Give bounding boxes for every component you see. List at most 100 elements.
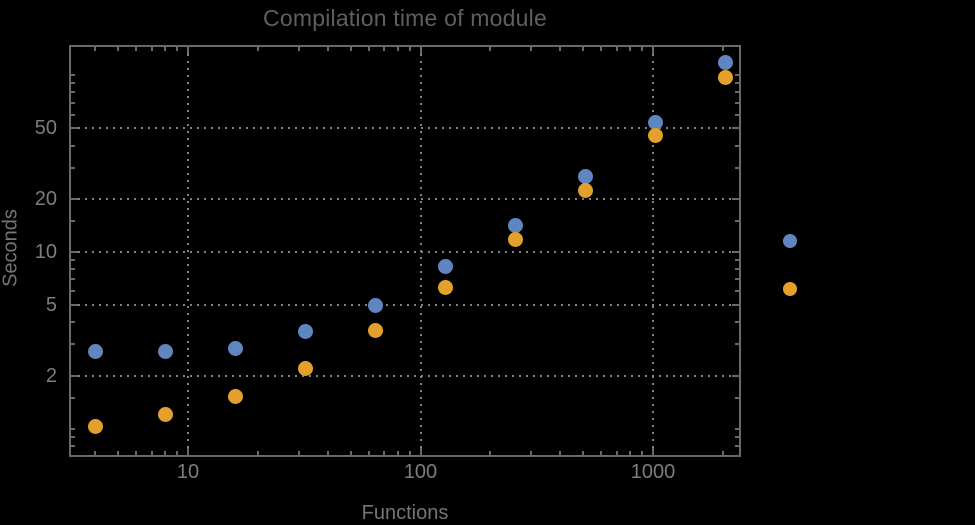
tick-x-bottom-minor-400 bbox=[559, 451, 562, 455]
data-point-series-2-orange-x256 bbox=[507, 232, 523, 248]
tick-y-right-minor-7 bbox=[735, 278, 739, 281]
tick-y-left-minor-60 bbox=[71, 113, 75, 116]
tick-y-right-2 bbox=[732, 374, 739, 377]
tick-y-left-minor-90 bbox=[71, 82, 75, 85]
tick-x-top-minor-400 bbox=[559, 47, 562, 51]
tick-y-right-minor-1 bbox=[735, 427, 739, 430]
tick-x-bottom-minor-500 bbox=[582, 451, 584, 455]
tick-x-bottom-1000 bbox=[652, 448, 654, 455]
tick-y-right-minor-1.5 bbox=[735, 396, 739, 399]
y-axis-label: Seconds bbox=[0, 209, 22, 287]
tick-x-top-minor-6 bbox=[135, 47, 138, 51]
tick-x-top-minor-2000 bbox=[721, 47, 724, 51]
tick-y-left-minor-70 bbox=[71, 101, 75, 104]
data-point-series-2-orange-x512 bbox=[577, 182, 593, 198]
tick-y-left-minor-1.5 bbox=[71, 396, 75, 399]
data-point-series-2-orange-x128 bbox=[437, 280, 453, 296]
tick-y-left-10 bbox=[71, 251, 78, 253]
tick-y-left-20 bbox=[71, 197, 78, 200]
tick-x-top-minor-40 bbox=[326, 47, 329, 51]
grid-line-x-1000 bbox=[652, 47, 654, 455]
tick-y-right-minor-0.8 bbox=[735, 444, 739, 447]
tick-y-left-minor-7 bbox=[71, 278, 75, 281]
tick-y-left-minor-40 bbox=[71, 144, 75, 147]
tick-y-right-minor-70 bbox=[735, 101, 739, 104]
tick-x-top-minor-9 bbox=[176, 47, 179, 51]
tick-y-right-minor-60 bbox=[735, 113, 739, 116]
data-point-series-1-blue-x256 bbox=[507, 218, 523, 234]
tick-x-bottom-minor-9 bbox=[176, 451, 179, 455]
x-tick-label-1000: 1000 bbox=[630, 461, 676, 483]
tick-x-bottom-minor-70 bbox=[383, 451, 386, 455]
grid-line-y-50 bbox=[71, 127, 739, 130]
tick-x-bottom-minor-6 bbox=[135, 451, 138, 455]
tick-x-top-1000 bbox=[652, 47, 654, 54]
data-point-series-2-orange-x16 bbox=[227, 388, 243, 404]
data-point-series-1-blue-x512 bbox=[577, 168, 593, 184]
tick-x-bottom-100 bbox=[419, 448, 422, 455]
x-axis-label: Functions bbox=[361, 502, 449, 524]
tick-x-top-minor-80 bbox=[396, 47, 399, 51]
data-point-series-2-orange-x2048 bbox=[717, 70, 733, 86]
tick-y-right-minor-40 bbox=[735, 144, 739, 147]
tick-x-bottom-minor-8 bbox=[164, 451, 167, 455]
tick-x-bottom-minor-40 bbox=[326, 451, 329, 455]
y-tick-label-2: 2 bbox=[45, 364, 57, 387]
tick-x-top-100 bbox=[419, 47, 422, 54]
tick-y-left-minor-0.9 bbox=[71, 435, 75, 438]
tick-x-top-minor-900 bbox=[641, 47, 644, 51]
tick-x-top-minor-200 bbox=[489, 47, 492, 51]
y-tick-label-10: 10 bbox=[34, 241, 57, 263]
tick-y-right-10 bbox=[732, 251, 739, 253]
legend-marker-series-2 bbox=[783, 282, 797, 296]
tick-x-top-minor-60 bbox=[367, 47, 370, 51]
tick-y-right-minor-90 bbox=[735, 82, 739, 85]
grid-line-x-100 bbox=[419, 47, 422, 455]
data-point-series-2-orange-x1024 bbox=[647, 128, 663, 144]
tick-x-top-minor-5 bbox=[117, 47, 119, 51]
grid-line-y-10 bbox=[71, 251, 739, 253]
data-point-series-1-blue-x64 bbox=[367, 297, 383, 313]
tick-x-bottom-minor-90 bbox=[408, 451, 411, 455]
y-tick-label-20: 20 bbox=[34, 187, 57, 210]
tick-y-right-minor-4 bbox=[735, 321, 739, 324]
plot-frame bbox=[69, 45, 741, 457]
data-point-series-1-blue-x16 bbox=[227, 340, 243, 356]
tick-y-right-minor-0.9 bbox=[735, 435, 739, 438]
tick-x-bottom-minor-4 bbox=[94, 451, 97, 455]
tick-x-top-minor-800 bbox=[629, 47, 632, 51]
grid-line-y-5 bbox=[71, 304, 739, 307]
data-point-series-2-orange-x4 bbox=[87, 418, 103, 434]
tick-x-top-minor-70 bbox=[383, 47, 386, 51]
tick-y-right-minor-30 bbox=[735, 166, 739, 169]
tick-y-right-minor-6 bbox=[735, 290, 739, 293]
tick-y-right-50 bbox=[732, 127, 739, 130]
tick-x-bottom-minor-800 bbox=[629, 451, 632, 455]
data-point-series-1-blue-x128 bbox=[437, 258, 453, 274]
tick-x-top-minor-30 bbox=[297, 47, 300, 51]
tick-y-left-minor-1 bbox=[71, 427, 75, 430]
tick-y-right-20 bbox=[732, 197, 739, 200]
tick-y-right-minor-80 bbox=[735, 91, 739, 94]
tick-x-top-minor-300 bbox=[530, 47, 533, 51]
tick-x-top-minor-600 bbox=[600, 47, 603, 51]
tick-y-right-minor-15 bbox=[735, 219, 739, 222]
tick-y-right-minor-3 bbox=[735, 343, 739, 346]
legend-marker-series-1 bbox=[783, 234, 797, 248]
tick-x-top-minor-4 bbox=[94, 47, 97, 51]
data-point-series-1-blue-x4 bbox=[87, 343, 103, 359]
grid-line-x-10 bbox=[187, 47, 189, 455]
tick-y-left-minor-100 bbox=[71, 74, 75, 77]
tick-x-top-10 bbox=[187, 47, 189, 54]
tick-x-top-minor-50 bbox=[349, 47, 352, 51]
tick-y-left-minor-30 bbox=[71, 166, 75, 169]
tick-y-left-minor-0.8 bbox=[71, 444, 75, 447]
tick-x-top-minor-500 bbox=[582, 47, 584, 51]
tick-y-left-minor-9 bbox=[71, 259, 75, 262]
y-tick-label-5: 5 bbox=[45, 294, 57, 317]
tick-y-left-minor-80 bbox=[71, 91, 75, 94]
x-tick-label-100: 100 bbox=[403, 461, 438, 483]
data-point-series-1-blue-x32 bbox=[297, 324, 313, 340]
tick-x-bottom-minor-700 bbox=[615, 451, 618, 455]
